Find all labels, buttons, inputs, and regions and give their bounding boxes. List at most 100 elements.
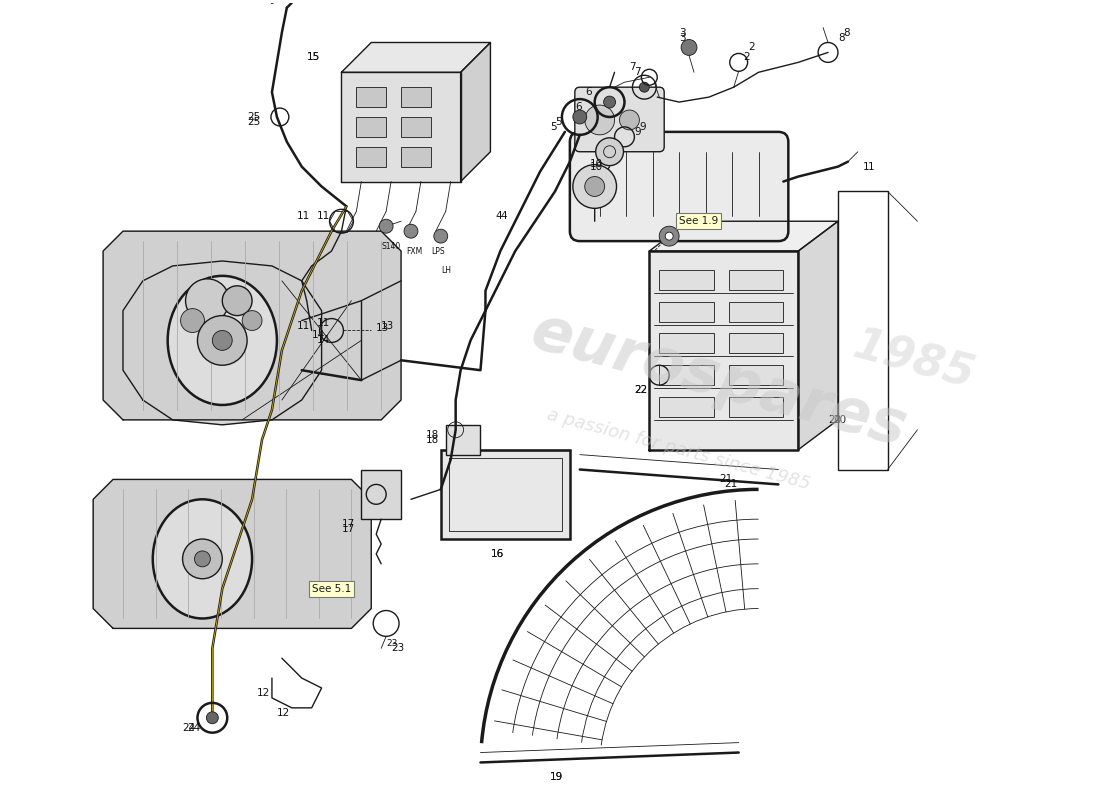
Text: 15: 15 [307, 52, 320, 62]
Text: 2: 2 [749, 42, 756, 53]
Text: 16: 16 [491, 549, 504, 559]
Text: 4: 4 [500, 211, 507, 222]
FancyBboxPatch shape [575, 87, 664, 152]
Bar [361, 470, 402, 519]
Text: 11: 11 [297, 321, 310, 330]
Text: See 5.1: See 5.1 [311, 584, 351, 594]
Text: 1: 1 [868, 162, 875, 172]
Text: 11: 11 [317, 318, 330, 327]
Text: 15: 15 [307, 52, 320, 62]
Ellipse shape [153, 499, 252, 618]
Text: 10: 10 [590, 162, 603, 172]
Circle shape [573, 165, 616, 208]
Text: 21: 21 [718, 474, 733, 485]
Circle shape [207, 712, 218, 724]
Text: 23: 23 [386, 638, 397, 648]
Circle shape [659, 226, 679, 246]
Circle shape [379, 219, 393, 233]
Text: LPS: LPS [431, 246, 444, 255]
Text: 8: 8 [838, 33, 845, 42]
Bar [402, 87, 431, 107]
Bar [356, 87, 386, 107]
Text: 5: 5 [556, 117, 562, 127]
Bar [659, 366, 714, 385]
Text: 10: 10 [590, 158, 603, 169]
Circle shape [639, 82, 649, 92]
Circle shape [195, 551, 210, 567]
Bar [446, 425, 481, 454]
Text: 11: 11 [297, 211, 310, 222]
Text: 17: 17 [341, 524, 354, 534]
Bar [402, 146, 431, 166]
Polygon shape [341, 72, 461, 182]
Circle shape [604, 96, 616, 108]
Circle shape [596, 138, 624, 166]
Text: 9: 9 [635, 127, 641, 137]
Circle shape [585, 177, 605, 197]
Text: 13: 13 [376, 322, 389, 333]
Text: 21: 21 [724, 479, 737, 490]
Text: 24: 24 [187, 722, 201, 733]
Text: 18: 18 [426, 434, 439, 445]
Text: 22: 22 [635, 385, 648, 395]
Bar [838, 191, 888, 470]
Text: 12: 12 [277, 708, 290, 718]
Circle shape [186, 279, 229, 322]
Polygon shape [123, 261, 321, 425]
Text: 8: 8 [843, 27, 849, 38]
Text: 7: 7 [629, 62, 636, 72]
Text: 18: 18 [426, 430, 439, 440]
Bar [402, 117, 431, 137]
Text: 5: 5 [550, 122, 557, 132]
Circle shape [198, 315, 248, 366]
Bar [441, 450, 570, 539]
Polygon shape [461, 42, 491, 182]
Bar [449, 458, 562, 531]
Polygon shape [799, 222, 838, 450]
Text: 3: 3 [679, 27, 685, 38]
Polygon shape [94, 479, 372, 629]
Text: 11: 11 [317, 211, 330, 222]
Polygon shape [103, 231, 402, 420]
Bar [728, 270, 783, 290]
Text: 1: 1 [862, 162, 869, 172]
Text: See 1.9: See 1.9 [679, 216, 718, 226]
Circle shape [212, 330, 232, 350]
Text: S140: S140 [382, 242, 400, 250]
Circle shape [433, 229, 448, 243]
Bar [728, 366, 783, 385]
Text: 13: 13 [382, 321, 395, 330]
Bar [659, 270, 714, 290]
Text: 6: 6 [575, 102, 582, 112]
Circle shape [404, 224, 418, 238]
Text: 25: 25 [248, 112, 261, 122]
Circle shape [619, 110, 639, 130]
Text: 12: 12 [257, 688, 271, 698]
Text: 6: 6 [585, 87, 592, 97]
Circle shape [183, 539, 222, 578]
Text: 20: 20 [833, 415, 846, 425]
FancyBboxPatch shape [570, 132, 789, 241]
Bar [728, 302, 783, 322]
Text: FXM: FXM [406, 246, 422, 255]
Text: 25: 25 [248, 117, 261, 127]
Circle shape [666, 232, 673, 240]
Polygon shape [341, 42, 491, 72]
Bar [659, 397, 714, 417]
Text: 24: 24 [183, 722, 196, 733]
Text: 14: 14 [311, 330, 324, 341]
Text: 17: 17 [341, 519, 354, 529]
Circle shape [681, 39, 697, 55]
Polygon shape [649, 251, 799, 450]
Text: 22: 22 [635, 385, 648, 395]
Text: 3: 3 [679, 33, 685, 42]
Bar [659, 302, 714, 322]
Text: 4: 4 [495, 211, 502, 222]
Text: 23: 23 [392, 643, 405, 654]
Text: 16: 16 [491, 549, 504, 559]
Bar [728, 334, 783, 354]
Text: 19: 19 [550, 772, 563, 782]
Circle shape [585, 105, 615, 135]
Text: eurospares: eurospares [525, 302, 913, 458]
Text: 1985: 1985 [848, 323, 979, 397]
